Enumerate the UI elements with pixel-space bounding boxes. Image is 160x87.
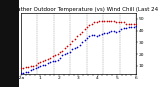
Point (32, 65, 34, 66)
Point (71, 40, 74, 42)
Point (122, 28, 125, 29)
Point (29, 65, 32, 66)
Point (78, 33, 81, 35)
Point (51, 60, 54, 62)
Point (68, 43, 71, 44)
Point (47, 58, 49, 59)
Point (96, 22, 98, 23)
Point (59, 57, 61, 58)
Point (51, 56, 54, 57)
Point (113, 30, 115, 31)
Point (120, 22, 123, 23)
Point (100, 33, 103, 35)
Point (130, 26, 132, 28)
Point (66, 45, 69, 47)
Point (27, 71, 29, 72)
Point (130, 23, 132, 24)
Point (83, 29, 86, 30)
Point (98, 35, 100, 36)
Point (73, 38, 76, 39)
Point (122, 22, 125, 23)
Point (27, 66, 29, 68)
Point (91, 23, 93, 24)
Point (44, 64, 47, 65)
Point (29, 70, 32, 71)
Point (86, 26, 88, 28)
Point (39, 62, 42, 63)
Point (110, 21, 113, 22)
Point (61, 50, 64, 51)
Point (24, 66, 27, 68)
Point (20, 67, 22, 69)
Point (100, 21, 103, 22)
Point (105, 21, 108, 22)
Point (83, 39, 86, 41)
Point (54, 60, 56, 62)
Point (22, 67, 24, 69)
Point (93, 22, 96, 23)
Point (37, 66, 39, 68)
Point (22, 72, 24, 74)
Point (108, 31, 110, 32)
Point (34, 64, 37, 65)
Point (49, 57, 52, 58)
Point (120, 29, 123, 30)
Point (115, 31, 118, 32)
Point (115, 22, 118, 23)
Point (68, 51, 71, 52)
Point (98, 21, 100, 22)
Point (103, 21, 105, 22)
Point (61, 55, 64, 56)
Point (127, 23, 130, 24)
Point (32, 69, 34, 70)
Point (108, 21, 110, 22)
Point (81, 31, 83, 32)
Point (88, 24, 91, 25)
Point (125, 28, 128, 29)
Point (76, 36, 78, 37)
Point (44, 59, 47, 61)
Point (103, 32, 105, 34)
Point (86, 37, 88, 38)
Point (42, 60, 44, 62)
Point (56, 53, 59, 55)
Point (71, 49, 74, 50)
Point (88, 36, 91, 37)
Point (54, 55, 56, 56)
Point (76, 46, 78, 48)
Point (132, 26, 135, 28)
Point (78, 44, 81, 45)
Point (132, 23, 135, 24)
Point (37, 63, 39, 64)
Point (64, 48, 66, 49)
Point (39, 65, 42, 66)
Point (81, 42, 83, 43)
Point (93, 35, 96, 36)
Point (105, 32, 108, 34)
Point (42, 64, 44, 65)
Point (96, 36, 98, 37)
Point (20, 72, 22, 74)
Point (24, 71, 27, 72)
Point (64, 53, 66, 55)
Point (66, 52, 69, 54)
Point (47, 63, 49, 64)
Point (118, 22, 120, 23)
Point (135, 25, 137, 27)
Point (118, 30, 120, 31)
Point (113, 21, 115, 22)
Title: Milwaukee Weather Outdoor Temperature (vs) Wind Chill (Last 24 Hours): Milwaukee Weather Outdoor Temperature (v… (0, 7, 160, 12)
Point (56, 59, 59, 61)
Point (73, 48, 76, 49)
Point (59, 51, 61, 52)
Point (135, 23, 137, 24)
Point (127, 26, 130, 28)
Point (125, 23, 128, 24)
Point (91, 35, 93, 36)
Point (34, 67, 37, 69)
Point (49, 62, 52, 63)
Point (110, 30, 113, 31)
